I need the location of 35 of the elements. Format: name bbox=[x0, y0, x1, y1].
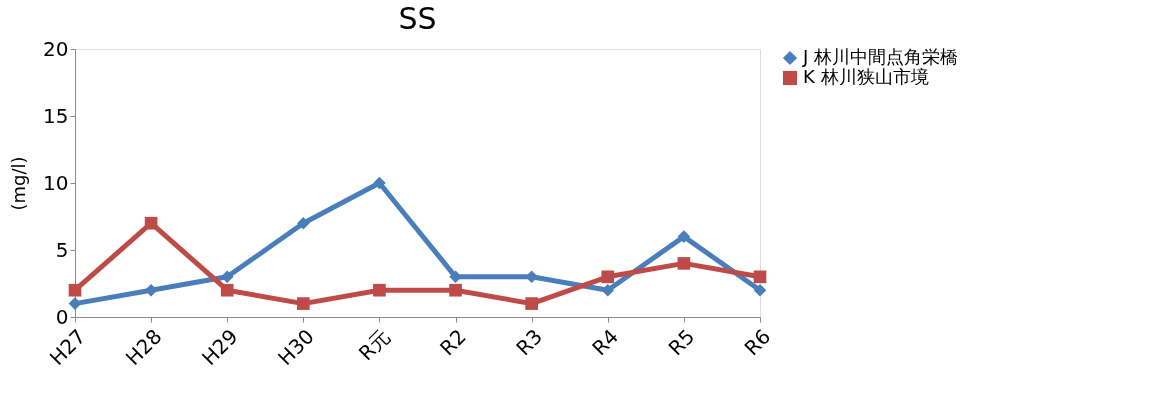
chart-title: SS bbox=[398, 1, 437, 36]
point bbox=[220, 283, 234, 297]
point bbox=[525, 270, 538, 284]
point bbox=[753, 283, 767, 297]
legend-label: J 林川中間点角栄橋 bbox=[802, 46, 959, 67]
point bbox=[449, 270, 462, 284]
point bbox=[68, 297, 82, 310]
x-tick-label: R元 bbox=[353, 324, 395, 366]
legend-label: K 林川狭山市境 bbox=[803, 66, 929, 87]
point bbox=[601, 270, 615, 284]
point bbox=[373, 176, 386, 190]
point bbox=[601, 283, 615, 297]
point bbox=[677, 257, 691, 270]
x-tick-label: R6 bbox=[739, 324, 776, 361]
point bbox=[220, 270, 234, 284]
y-tick-label: 0 bbox=[55, 304, 69, 329]
x-tick-label: R3 bbox=[511, 324, 548, 361]
point bbox=[449, 283, 462, 297]
point bbox=[373, 283, 386, 297]
point bbox=[297, 216, 310, 230]
x-tick-label: R2 bbox=[435, 324, 471, 361]
point bbox=[677, 230, 691, 243]
point bbox=[297, 297, 310, 310]
x-tick-label: R5 bbox=[663, 324, 700, 361]
x-tick-label: R4 bbox=[587, 324, 624, 361]
point bbox=[525, 297, 538, 310]
y-axis-title: (mg/l) bbox=[8, 156, 30, 211]
point bbox=[144, 283, 158, 297]
y-tick-label: 20 bbox=[43, 36, 69, 61]
y-tick-label: 10 bbox=[43, 170, 69, 195]
point bbox=[753, 270, 767, 284]
point bbox=[144, 216, 158, 230]
y-tick-label: 5 bbox=[55, 237, 69, 262]
y-tick-label: 15 bbox=[43, 103, 69, 128]
point bbox=[68, 283, 82, 297]
